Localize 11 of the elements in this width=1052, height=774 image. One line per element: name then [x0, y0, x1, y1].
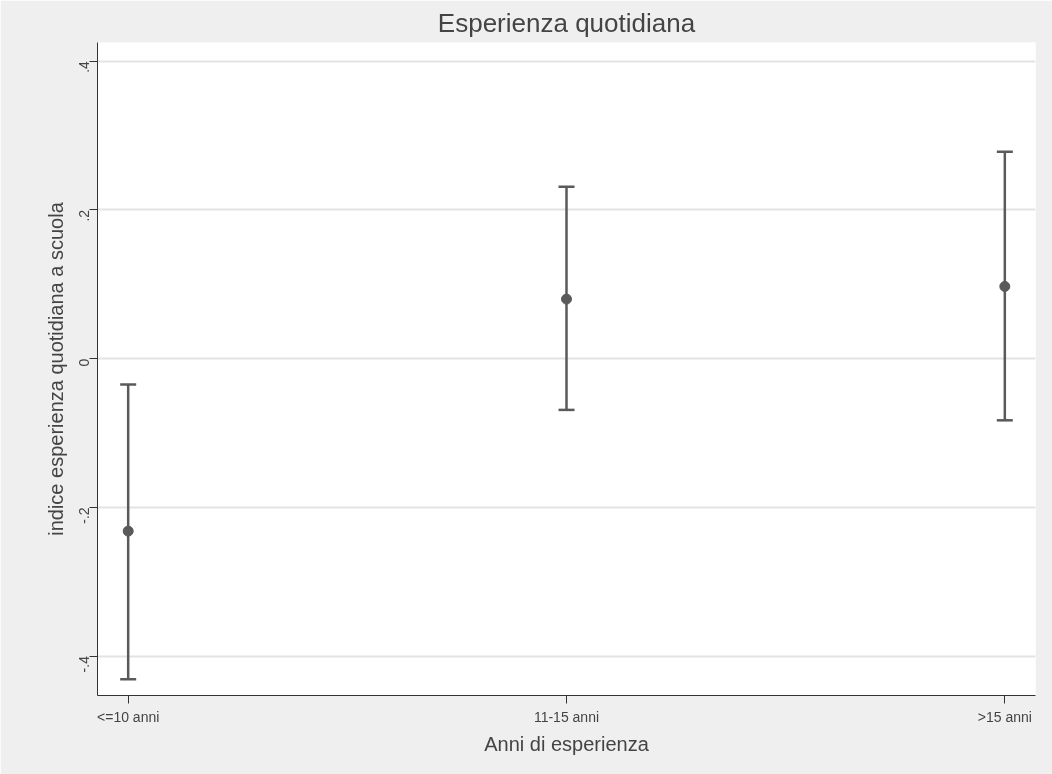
y-tick-label: -.4 [76, 655, 93, 673]
y-tick-label: 0 [76, 358, 93, 367]
x-tick-label: <=10 anni [97, 708, 160, 725]
x-axis-title: Anni di esperienza [484, 732, 650, 755]
chart-title: Esperienza quotidiana [437, 7, 696, 38]
y-axis-title: indice esperienza quotidiana a scuola [44, 201, 67, 536]
x-tick-label: >15 anni [977, 708, 1032, 725]
y-tick-label: -.2 [76, 507, 93, 524]
y-tick-label: .4 [76, 60, 93, 73]
x-tick-label: 11-15 anni [533, 708, 600, 725]
y-tick-label: .2 [76, 209, 93, 222]
